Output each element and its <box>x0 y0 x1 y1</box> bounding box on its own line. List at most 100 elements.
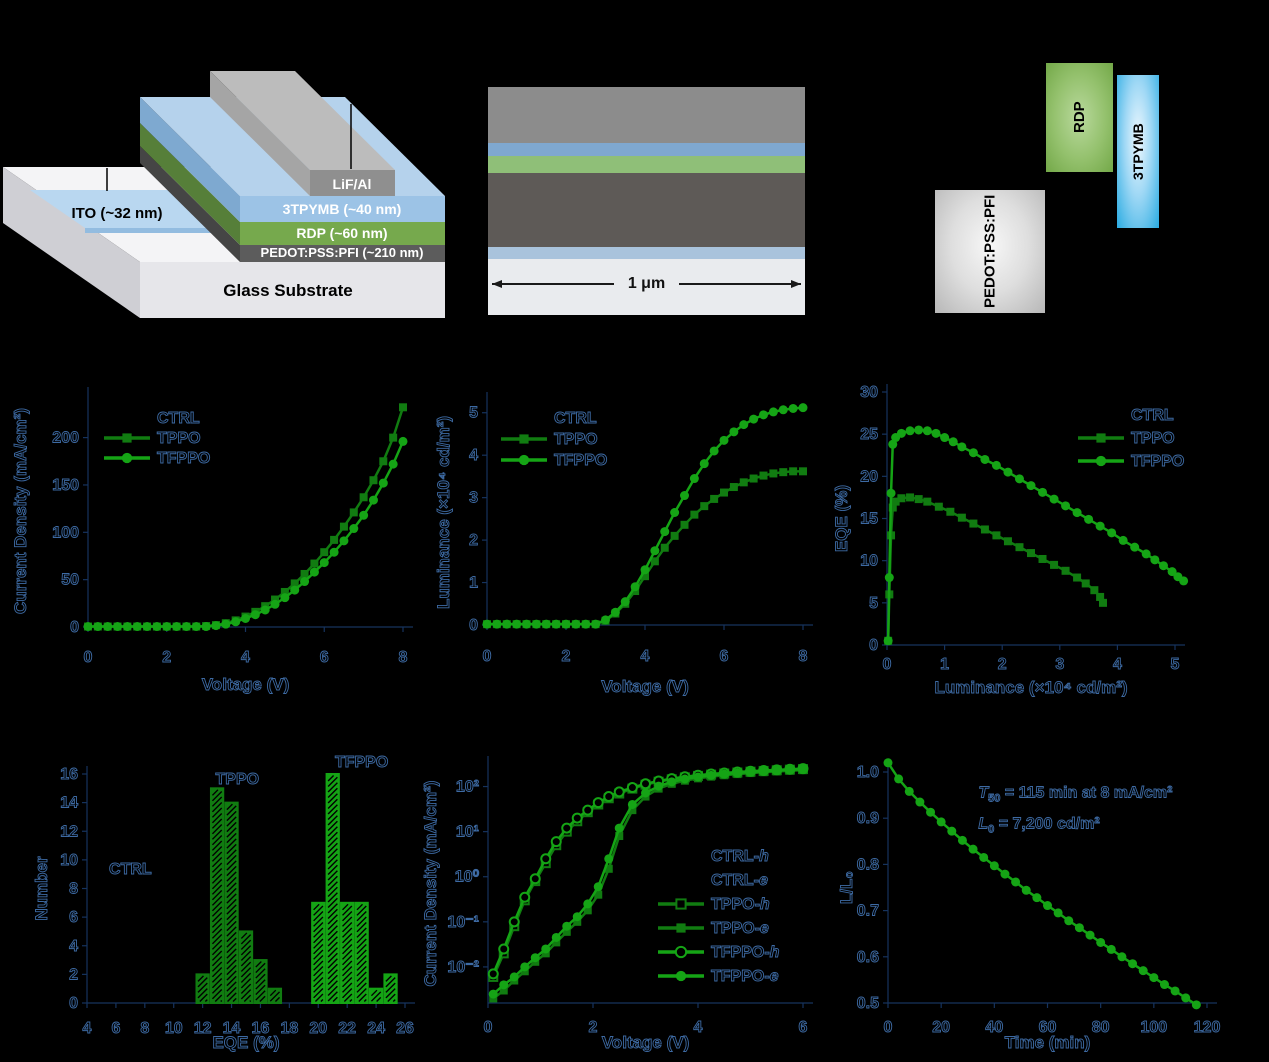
cathode-top-face <box>210 71 395 170</box>
ylabel-lifetime: L/L₀ <box>837 871 856 904</box>
ylabel-lv: Luminance (×10⁴ cd/m²) <box>434 416 453 609</box>
annotation: CTRL <box>109 861 152 878</box>
scale-bar-left-arrow <box>492 280 614 288</box>
svg-text:4: 4 <box>69 938 78 955</box>
svg-text:200: 200 <box>52 430 79 447</box>
svg-text:3: 3 <box>1055 656 1064 673</box>
svg-text:0: 0 <box>483 648 492 665</box>
svg-text:2: 2 <box>69 966 78 983</box>
chart-lifetime: 0 20 40 60 80 100 120 0.5 0.6 0.7 0.8 0.9 1.0 Time (m… <box>837 758 1221 1052</box>
legend-entry: CTRL <box>1131 407 1174 424</box>
eml-front-face <box>240 222 445 245</box>
svg-text:1.0: 1.0 <box>857 764 879 781</box>
svg-text:6: 6 <box>111 1020 120 1037</box>
legend-entry: TFPPO <box>157 450 210 467</box>
legend-entry: TFPPO-h <box>711 944 780 961</box>
legend-entry: CTRL-e <box>711 872 768 889</box>
series-TFPPO <box>83 436 408 632</box>
sem-band-glass <box>488 259 805 315</box>
legend-entry: TFPPO <box>1131 453 1184 470</box>
sem-band-3tpymb-layer <box>488 143 805 156</box>
svg-text:10: 10 <box>860 553 878 570</box>
legend-entry: TFPPO-e <box>711 968 779 985</box>
svg-text:10⁻¹: 10⁻¹ <box>447 914 479 931</box>
svg-text:0.6: 0.6 <box>857 949 879 966</box>
svg-text:30: 30 <box>860 384 878 401</box>
chart-jv: 0 2 4 6 8 0 50 100 150 200 Voltage (V) Current Dens… <box>11 387 413 694</box>
svg-text:4: 4 <box>641 648 650 665</box>
svg-text:80: 80 <box>1092 1019 1110 1036</box>
series-TPPO <box>884 493 1107 645</box>
annotation: TPPO <box>216 771 260 788</box>
sem-band-pedot-layer <box>488 173 805 247</box>
sem-band-ito-layer <box>488 247 805 259</box>
svg-text:0: 0 <box>484 1019 493 1036</box>
series-TFPPO-e <box>488 764 808 999</box>
svg-text:22: 22 <box>338 1020 356 1037</box>
svg-text:8: 8 <box>140 1020 149 1037</box>
ito-strip-front <box>85 228 223 233</box>
legend-entry: TPPO-h <box>711 896 770 913</box>
svg-text:4: 4 <box>694 1019 703 1036</box>
xlabel-jv_log: Voltage (V) <box>602 1033 690 1052</box>
etl-front-face <box>240 196 445 222</box>
sem-scale-bar: 1 μm <box>492 275 802 293</box>
annotation: TFPPO <box>335 754 388 771</box>
legend-entry: CTRL-h <box>711 848 769 865</box>
chart-lv: 0 2 4 6 8 0 1 2 3 4 5 Voltage (V) Luminance (×10⁴ cd… <box>434 392 813 696</box>
sem-scale-label: 1 μm <box>627 275 666 292</box>
hist-bar <box>325 773 340 1004</box>
htl-front-face <box>240 245 445 262</box>
svg-text:10⁰: 10⁰ <box>455 869 480 886</box>
energy-level-box-pedot: PEDOT:PSS:PFI <box>935 190 1045 313</box>
svg-text:8: 8 <box>399 649 408 666</box>
chart-jv_log: 0 2 4 6 10² 10¹ 10⁰ 10⁻¹ 10⁻² Voltage (V) Current … <box>421 756 813 1052</box>
xlabel-hist: EQE (%) <box>212 1033 279 1052</box>
legend-entry: TPPO <box>1131 430 1175 447</box>
svg-text:20: 20 <box>309 1020 327 1037</box>
svg-text:0.8: 0.8 <box>857 856 879 873</box>
svg-text:0: 0 <box>84 649 93 666</box>
eml-side-face <box>140 123 240 245</box>
energy-level-box-rdp: RDP <box>1046 63 1113 172</box>
svg-text:16: 16 <box>60 766 78 783</box>
svg-text:4: 4 <box>241 649 250 666</box>
legend-entry: TPPO <box>157 430 201 447</box>
svg-text:40: 40 <box>985 1019 1003 1036</box>
scale-bar-right-arrow <box>679 280 802 288</box>
hist-bar <box>340 901 355 1004</box>
ylabel-jv: Current Density (mA/cm²) <box>11 408 30 614</box>
chart-eqe: 0 1 2 3 4 5 0 5 10 15 20 25 30 Luminance (×10⁴ cd/m²)… <box>832 384 1189 697</box>
svg-text:3: 3 <box>469 490 478 507</box>
cathode-side-face <box>210 71 310 196</box>
hist-bar <box>311 901 326 1004</box>
ylabel-jv_log: Current Density (mA/cm²) <box>421 781 440 987</box>
xlabel-lv: Voltage (V) <box>601 677 689 696</box>
ito-strip-top <box>30 190 223 228</box>
xlabel-lifetime: Time (min) <box>1005 1033 1091 1052</box>
hist-bar <box>354 901 369 1004</box>
etl-side-face <box>140 97 240 222</box>
svg-text:26: 26 <box>396 1020 414 1037</box>
svg-text:6: 6 <box>799 1019 808 1036</box>
panel-sem-cross-section: 1 μm <box>488 87 805 315</box>
ylabel-eqe: EQE (%) <box>832 485 851 552</box>
svg-text:6: 6 <box>69 909 78 926</box>
energy-level-box-3tpymb: 3TPYMB <box>1117 75 1159 228</box>
svg-text:25: 25 <box>860 426 878 443</box>
hist-series-TPPO <box>195 787 283 1004</box>
ito-label: ITO (~32 nm) <box>72 205 163 222</box>
hist-series-TFPPO <box>311 773 398 1004</box>
xlabel-jv: Voltage (V) <box>202 675 290 694</box>
substrate-label: Glass Substrate <box>223 281 352 300</box>
svg-text:10: 10 <box>165 1020 183 1037</box>
glass-front-face <box>140 262 445 318</box>
annotation: L0 = 7,200 cd/m² <box>978 815 1099 835</box>
sem-layer-bands <box>488 87 805 315</box>
svg-text:15: 15 <box>860 511 878 528</box>
series-TFPPO <box>482 403 808 629</box>
svg-text:8: 8 <box>69 881 78 898</box>
svg-text:6: 6 <box>720 648 729 665</box>
svg-text:0: 0 <box>869 637 878 654</box>
